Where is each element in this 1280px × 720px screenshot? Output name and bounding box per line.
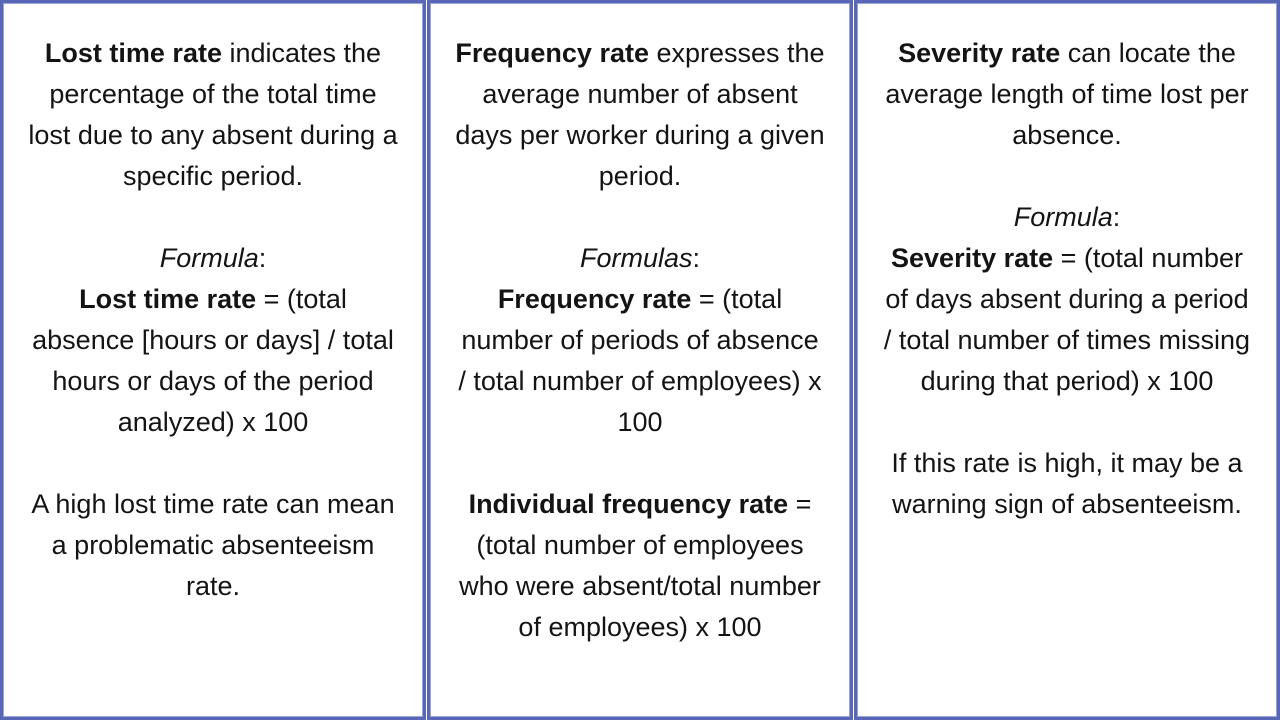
lost-time-rate-term: Lost time rate — [44, 38, 222, 68]
severity-rate-formula-label: Formula: — [1014, 202, 1121, 232]
formula-colon: : — [1112, 202, 1121, 232]
frequency-rate-formula-text: = (total number of periods of absence / … — [458, 284, 822, 437]
severity-rate-formula-term: Severity rate — [891, 243, 1054, 273]
frequency-rate-description-text: expresses the average number of absent d… — [455, 38, 825, 191]
frequency-rate-formula-term: Frequency rate — [497, 284, 692, 314]
frequency-rate-formula-label: Formulas: — [580, 243, 700, 273]
formula-word: Formula — [159, 243, 259, 273]
lost-time-rate-formula-term: Lost time rate — [79, 284, 257, 314]
lost-time-rate-formula-label: Formula: — [160, 243, 267, 273]
individual-frequency-rate-formula-text: = (total number of employees who were ab… — [459, 489, 821, 642]
formula-colon: : — [258, 243, 267, 273]
severity-rate-description-text: can locate the average length of time lo… — [885, 38, 1249, 150]
formula-colon: : — [692, 243, 701, 273]
severity-rate-term: Severity rate — [898, 38, 1061, 68]
individual-frequency-rate-term: Individual frequency rate — [468, 489, 789, 519]
lost-time-rate-formula-block: Formula: Lost time rate = (total absence… — [27, 238, 399, 443]
severity-rate-formula-block: Formula: Severity rate = (total number o… — [881, 197, 1253, 402]
frequency-rate-term: Frequency rate — [455, 38, 649, 68]
formula-word: Formula — [1013, 202, 1113, 232]
severity-rate-note: If this rate is high, it may be a warnin… — [891, 448, 1243, 519]
severity-rate-formula-text: = (total number of days absent during a … — [883, 243, 1251, 396]
frequency-rate-formula-block: Formulas: Frequency rate = (total number… — [454, 238, 826, 443]
formula-word: Formulas — [579, 243, 693, 273]
lost-time-rate-note: A high lost time rate can mean a problem… — [31, 489, 395, 601]
card-lost-time-rate: Lost time rate indicates the percentage … — [0, 0, 426, 720]
lost-time-rate-description-text: indicates the percentage of the total ti… — [28, 38, 398, 191]
severity-rate-description: Severity rate can locate the average len… — [881, 33, 1253, 156]
card-severity-rate: Severity rate can locate the average len… — [854, 0, 1280, 720]
card-frequency-rate: Frequency rate expresses the average num… — [427, 0, 853, 720]
individual-frequency-rate-formula-block: Individual frequency rate = (total numbe… — [454, 484, 826, 648]
lost-time-rate-description: Lost time rate indicates the percentage … — [27, 33, 399, 197]
frequency-rate-description: Frequency rate expresses the average num… — [454, 33, 826, 197]
lost-time-rate-formula-text: = (total absence [hours or days] / total… — [32, 284, 394, 437]
